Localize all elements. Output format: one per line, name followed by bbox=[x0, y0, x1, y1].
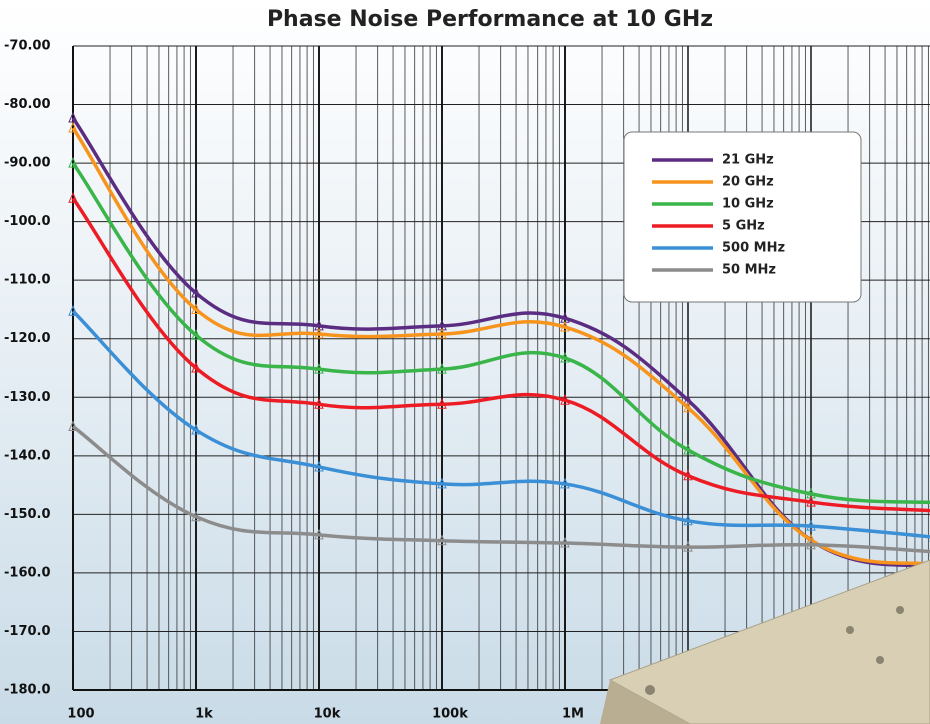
y-tick-label: -70.00 bbox=[4, 39, 51, 54]
y-tick-label: -170.0 bbox=[4, 624, 51, 639]
y-tick-label: -160.0 bbox=[4, 565, 51, 580]
y-tick-label: -80.00 bbox=[4, 97, 51, 112]
chart-title: Phase Noise Performance at 10 GHz bbox=[267, 7, 713, 32]
legend-label: 20 GHz bbox=[722, 175, 774, 190]
y-tick-label: -180.0 bbox=[4, 683, 51, 698]
y-tick-label: -140.0 bbox=[4, 448, 51, 463]
legend-label: 5 GHz bbox=[722, 219, 765, 234]
legend-label: 10 GHz bbox=[722, 197, 774, 212]
y-tick-label: -110.0 bbox=[4, 273, 51, 288]
legend-label: 500 MHz bbox=[722, 241, 785, 256]
y-tick-label: -150.0 bbox=[4, 507, 51, 522]
page: {"chart_data": {"type": "line", "title":… bbox=[0, 0, 930, 724]
y-tick-label: -100.0 bbox=[4, 214, 51, 229]
y-tick-label: -90.00 bbox=[4, 156, 51, 171]
x-tick-label: 100k bbox=[432, 707, 468, 722]
chart: Phase Noise Performance at 10 GHz 21 GHz… bbox=[0, 0, 930, 724]
x-tick-label: 1k bbox=[195, 707, 213, 722]
x-tick-label: 10k bbox=[314, 707, 341, 722]
y-tick-label: -120.0 bbox=[4, 331, 51, 346]
x-tick-label: 100 bbox=[67, 707, 94, 722]
x-tick-label: 1M bbox=[562, 707, 584, 722]
legend-label: 21 GHz bbox=[722, 153, 774, 168]
legend: 21 GHz 20 GHz 10 GHz 5 GHz 500 MHz 50 MHz bbox=[624, 132, 861, 302]
legend-label: 50 MHz bbox=[722, 263, 776, 278]
y-tick-label: -130.0 bbox=[4, 390, 51, 405]
